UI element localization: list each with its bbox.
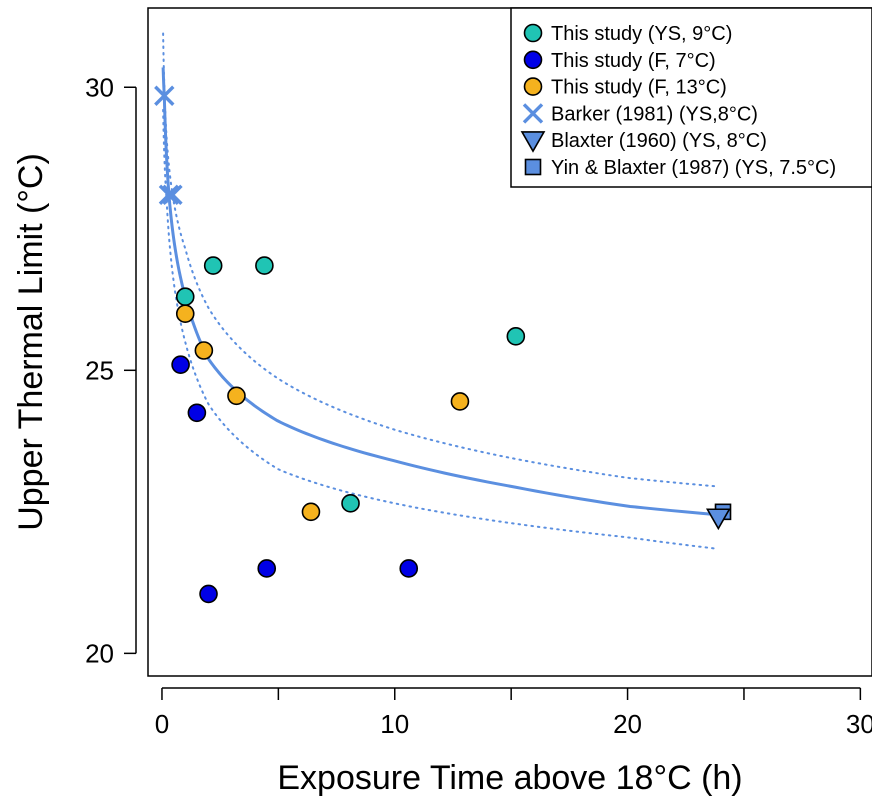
series-4-point-0: [705, 508, 731, 531]
series-1-point-1: [187, 403, 207, 423]
legend-label-0: This study (YS, 9°C): [551, 23, 732, 45]
plot-frame: [147, 7, 872, 677]
y-axis-label: Upper Thermal Limit (°C): [12, 153, 50, 531]
legend-label-3: Barker (1981) (YS,8°C): [551, 103, 758, 125]
y-axis: 20 25 30: [85, 72, 137, 668]
series-2-point-3: [301, 502, 321, 522]
legend-marker-1: [523, 50, 543, 70]
series-3-point-0: [154, 85, 175, 106]
series-0-point-0: [203, 256, 223, 275]
x-tick-label: 30: [846, 709, 872, 739]
data-points: [154, 85, 732, 604]
series-0-point-1: [255, 256, 274, 275]
series-3-point-1: [158, 184, 180, 206]
legend-marker-5: [524, 158, 542, 176]
series-0-point-4: [506, 327, 526, 346]
legend-label-5: Yin & Blaxter (1987) (YS, 7.5°C): [551, 157, 836, 179]
legend-label-2: This study (F, 13°C): [551, 77, 727, 99]
legend-label-4: Blaxter (1960) (YS, 8°C): [551, 130, 767, 152]
y-tick-label: 25: [85, 355, 114, 385]
x-tick-label: 10: [380, 709, 409, 739]
series-1-point-2: [199, 584, 218, 604]
series-1-point-3: [257, 559, 277, 578]
legend-box: [510, 7, 872, 188]
series-2-point-0: [175, 304, 195, 323]
x-axis-label: Exposure Time above 18°C (h): [277, 759, 742, 797]
legend-marker-3: [522, 103, 544, 124]
series-3-point-2: [162, 184, 183, 206]
confidence-band-lower: [162, 108, 718, 550]
x-tick-label: 0: [155, 709, 169, 739]
series-2-point-4: [450, 392, 470, 411]
series-2-point-2: [227, 386, 246, 406]
series-1-point-0: [171, 355, 190, 374]
x-axis: 0 10 20 30: [155, 687, 872, 739]
series-0-point-3: [341, 494, 360, 513]
legend-marker-0: [523, 23, 543, 43]
series-1-point-4: [399, 559, 419, 578]
legend-marker-2: [523, 77, 543, 96]
legend-marker-4: [520, 131, 546, 153]
legend-label-1: This study (F, 7°C): [551, 50, 716, 72]
y-tick-label: 30: [85, 72, 114, 102]
x-tick-label: 20: [613, 709, 642, 739]
series-0-point-2: [175, 287, 195, 307]
series-2-point-1: [194, 341, 214, 360]
y-tick-label: 20: [85, 638, 114, 668]
legend: This study (YS, 9°C) This study (F, 7°C) T…: [510, 7, 872, 188]
